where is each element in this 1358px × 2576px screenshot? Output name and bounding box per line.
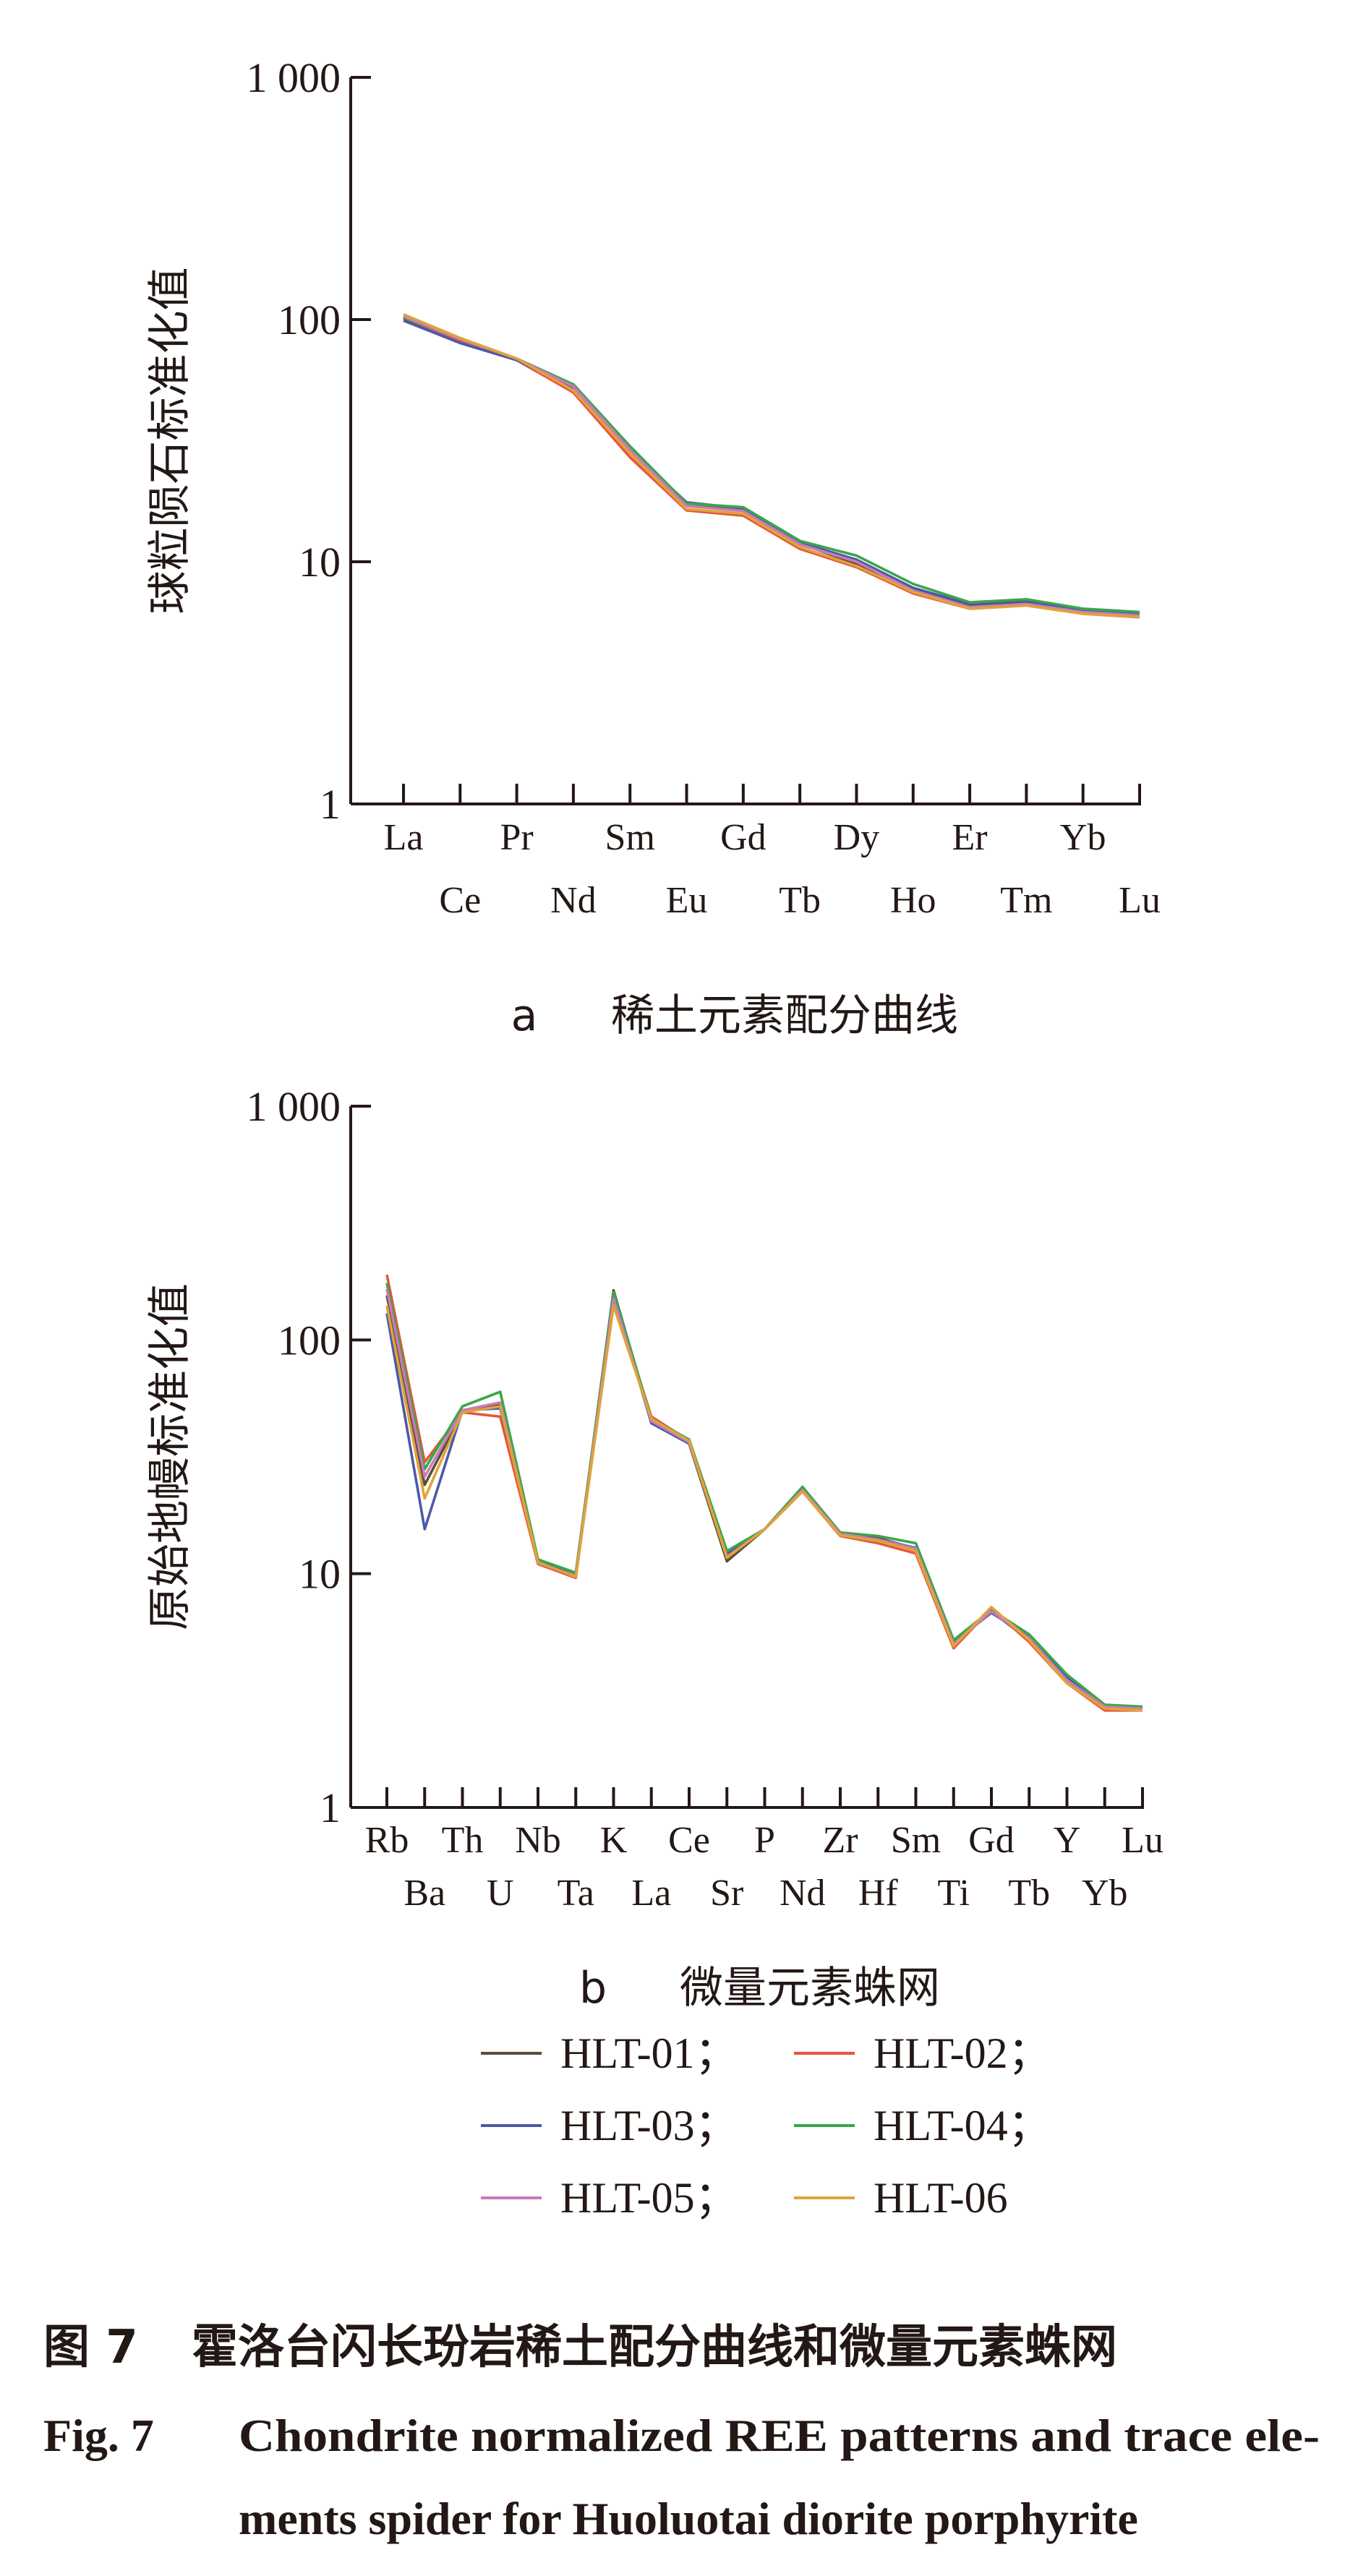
x-tick-label-P: P bbox=[754, 1820, 775, 1861]
x-tick-label-Hf: Hf bbox=[858, 1873, 899, 1914]
x-tick-label-Sm: Sm bbox=[605, 817, 655, 858]
x-tick-label-Sr: Sr bbox=[710, 1873, 743, 1914]
x-tick-label-Sm: Sm bbox=[891, 1820, 941, 1861]
x-tick-label-Y: Y bbox=[1054, 1820, 1081, 1861]
x-tick-label-Dy: Dy bbox=[834, 817, 880, 858]
y-tick-label: 1 bbox=[320, 781, 341, 828]
panel-b-caption: 微量元素蛛网 bbox=[680, 1963, 940, 2014]
x-tick-label-Lu: Lu bbox=[1122, 1820, 1163, 1861]
x-tick-label-Nd: Nd bbox=[780, 1873, 826, 1914]
caption-en-line1: Chondrite normalized REE patterns and tr… bbox=[239, 2410, 1320, 2461]
legend-label: HLT-05； bbox=[560, 2174, 738, 2222]
series-line-HLT-01 bbox=[385, 1288, 1143, 1710]
x-tick-label-La: La bbox=[631, 1873, 671, 1914]
x-tick-label-Eu: Eu bbox=[666, 880, 708, 921]
legend-label: HLT-02； bbox=[874, 2029, 1051, 2077]
x-tick-label-Yb: Yb bbox=[1060, 817, 1106, 858]
x-tick-label-La: La bbox=[384, 817, 424, 858]
legend-label: HLT-06 bbox=[874, 2174, 1008, 2222]
series-line-HLT-01 bbox=[403, 317, 1140, 615]
legend-label: HLT-03； bbox=[560, 2102, 738, 2149]
series-line-HLT-05 bbox=[403, 315, 1140, 617]
legend-label: HLT-01； bbox=[560, 2029, 738, 2077]
y-tick-label: 1 000 bbox=[247, 54, 341, 101]
x-tick-label-U: U bbox=[487, 1873, 514, 1914]
x-tick-label-Zr: Zr bbox=[822, 1820, 858, 1861]
series-line-HLT-06 bbox=[385, 1304, 1143, 1712]
x-tick-label-Pr: Pr bbox=[500, 817, 533, 858]
legend-label: HLT-04； bbox=[874, 2102, 1051, 2149]
x-tick-label-Gd: Gd bbox=[968, 1820, 1015, 1861]
x-tick-label-Ba: Ba bbox=[403, 1873, 445, 1914]
caption-cn-text: 霍洛台闪长玢岩稀土配分曲线和微量元素蛛网 bbox=[192, 2321, 1117, 2374]
x-tick-label-Rb: Rb bbox=[365, 1820, 409, 1861]
caption-en-line2: ments spider for Huoluotai diorite porph… bbox=[239, 2493, 1138, 2544]
x-tick-label-Lu: Lu bbox=[1119, 880, 1161, 921]
panel-a-letter: a bbox=[511, 990, 538, 1041]
series-line-HLT-03 bbox=[385, 1294, 1143, 1710]
x-tick-label-Gd: Gd bbox=[720, 817, 766, 858]
x-tick-label-Ce: Ce bbox=[668, 1820, 710, 1861]
y-axis-title: 球粒陨石标准化值 bbox=[145, 268, 195, 615]
y-tick-label: 100 bbox=[278, 296, 341, 343]
x-tick-label-Er: Er bbox=[952, 817, 988, 858]
y-tick-label: 100 bbox=[278, 1317, 341, 1364]
x-tick-label-Tm: Tm bbox=[1000, 880, 1052, 921]
x-tick-label-K: K bbox=[600, 1820, 628, 1861]
x-tick-label-Th: Th bbox=[442, 1820, 484, 1861]
panel-b-letter: b bbox=[579, 1963, 607, 2014]
caption-en-label: Fig. 7 bbox=[43, 2410, 154, 2461]
x-tick-label-Ce: Ce bbox=[439, 880, 481, 921]
x-tick-label-Tb: Tb bbox=[1008, 1873, 1050, 1914]
y-tick-label: 10 bbox=[299, 1551, 341, 1598]
caption-cn-label: 图 7 bbox=[43, 2321, 138, 2374]
x-tick-label-Ta: Ta bbox=[558, 1873, 594, 1914]
series-line-HLT-02 bbox=[385, 1274, 1143, 1712]
series-line-HLT-04 bbox=[403, 316, 1140, 614]
x-tick-label-Nd: Nd bbox=[550, 880, 597, 921]
y-tick-label: 1 bbox=[320, 1784, 341, 1831]
x-tick-label-Tb: Tb bbox=[779, 880, 821, 921]
x-tick-label-Nb: Nb bbox=[515, 1820, 561, 1861]
series-line-HLT-03 bbox=[403, 319, 1140, 615]
y-tick-label: 1 000 bbox=[247, 1083, 341, 1130]
x-tick-label-Ti: Ti bbox=[938, 1873, 970, 1914]
x-tick-label-Yb: Yb bbox=[1082, 1873, 1128, 1914]
series-line-HLT-05 bbox=[385, 1288, 1143, 1710]
y-tick-label: 10 bbox=[299, 539, 341, 586]
series-line-HLT-06 bbox=[403, 313, 1140, 619]
series-line-HLT-02 bbox=[403, 316, 1140, 619]
legend: HLT-01； HLT-02； HLT-03； HLT-04； HLT-05； HLT-0… bbox=[481, 2029, 1051, 2222]
x-tick-label-Ho: Ho bbox=[890, 880, 936, 921]
panel-a-caption: 稀土元素配分曲线 bbox=[611, 990, 958, 1041]
y-axis-title: 原始地幔标准化值 bbox=[145, 1283, 195, 1630]
